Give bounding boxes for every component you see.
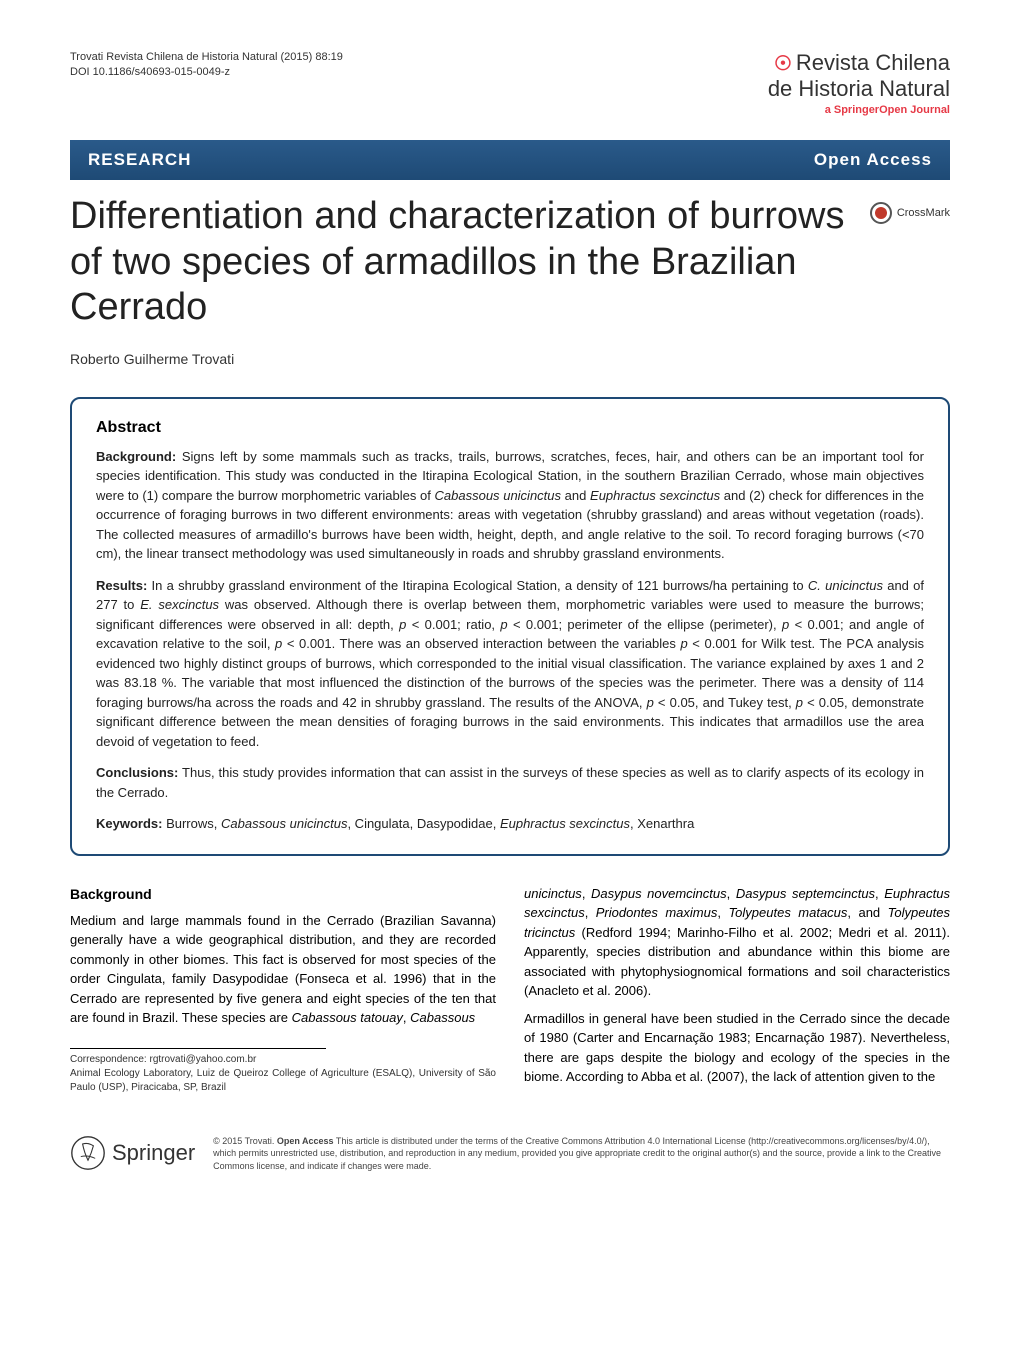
springer-icon xyxy=(70,1135,106,1171)
journal-title-line2: de Historia Natural xyxy=(768,76,950,102)
springer-text: Springer xyxy=(112,1140,195,1166)
correspondence-rule xyxy=(70,1048,326,1049)
research-label: RESEARCH xyxy=(88,150,191,170)
header: Trovati Revista Chilena de Historia Natu… xyxy=(70,50,950,116)
background-heading: Background xyxy=(70,884,496,905)
abstract-results: Results: In a shrubby grassland environm… xyxy=(96,576,924,752)
license-text: © 2015 Trovati. Open Access This article… xyxy=(213,1135,950,1173)
crossmark-badge[interactable]: CrossMark xyxy=(870,202,950,224)
journal-title-line1: ☉Revista Chilena xyxy=(768,50,950,76)
keywords-label: Keywords: xyxy=(96,816,162,831)
keywords: Keywords: Burrows, Cabassous unicinctus,… xyxy=(96,814,924,834)
citation-block: Trovati Revista Chilena de Historia Natu… xyxy=(70,50,343,81)
body-paragraph: Medium and large mammals found in the Ce… xyxy=(70,911,496,1028)
title-row: Differentiation and characterization of … xyxy=(70,194,950,331)
journal-tagline: a SpringerOpen Journal xyxy=(768,104,950,116)
results-text: In a shrubby grassland environment of th… xyxy=(96,578,924,749)
correspondence: Correspondence: rgtrovati@yahoo.com.br A… xyxy=(70,1053,496,1095)
abstract-background: Background: Signs left by some mammals s… xyxy=(96,447,924,564)
abstract-conclusions: Conclusions: Thus, this study provides i… xyxy=(96,763,924,802)
body-paragraph: unicinctus, Dasypus novemcinctus, Dasypu… xyxy=(524,884,950,1001)
research-bar: RESEARCH Open Access xyxy=(70,140,950,180)
author: Roberto Guilherme Trovati xyxy=(70,351,950,367)
crossmark-icon xyxy=(870,202,892,224)
results-label: Results: xyxy=(96,578,147,593)
reg-icon: ☉ xyxy=(774,53,792,75)
abstract-heading: Abstract xyxy=(96,419,924,437)
abstract-box: Abstract Background: Signs left by some … xyxy=(70,397,950,856)
journal-branding: ☉Revista Chilena de Historia Natural a S… xyxy=(768,50,950,116)
body-columns: Background Medium and large mammals foun… xyxy=(70,884,950,1095)
springer-logo: Springer xyxy=(70,1135,195,1171)
background-text: Signs left by some mammals such as track… xyxy=(96,449,924,562)
open-access-label: Open Access xyxy=(814,150,932,170)
column-right: unicinctus, Dasypus novemcinctus, Dasypu… xyxy=(524,884,950,1095)
conclusions-label: Conclusions: xyxy=(96,765,178,780)
background-label: Background: xyxy=(96,449,176,464)
article-title: Differentiation and characterization of … xyxy=(70,194,870,331)
doi: DOI 10.1186/s40693-015-0049-z xyxy=(70,65,343,80)
citation: Trovati Revista Chilena de Historia Natu… xyxy=(70,50,343,65)
correspondence-affiliation: Animal Ecology Laboratory, Luiz de Queir… xyxy=(70,1067,496,1095)
conclusions-text: Thus, this study provides information th… xyxy=(96,765,924,800)
footer: Springer © 2015 Trovati. Open Access Thi… xyxy=(70,1135,950,1173)
correspondence-email: Correspondence: rgtrovati@yahoo.com.br xyxy=(70,1053,496,1067)
keywords-text: Burrows, Cabassous unicinctus, Cingulata… xyxy=(162,816,694,831)
column-left: Background Medium and large mammals foun… xyxy=(70,884,496,1095)
body-paragraph: Armadillos in general have been studied … xyxy=(524,1009,950,1087)
crossmark-text: CrossMark xyxy=(897,207,950,219)
